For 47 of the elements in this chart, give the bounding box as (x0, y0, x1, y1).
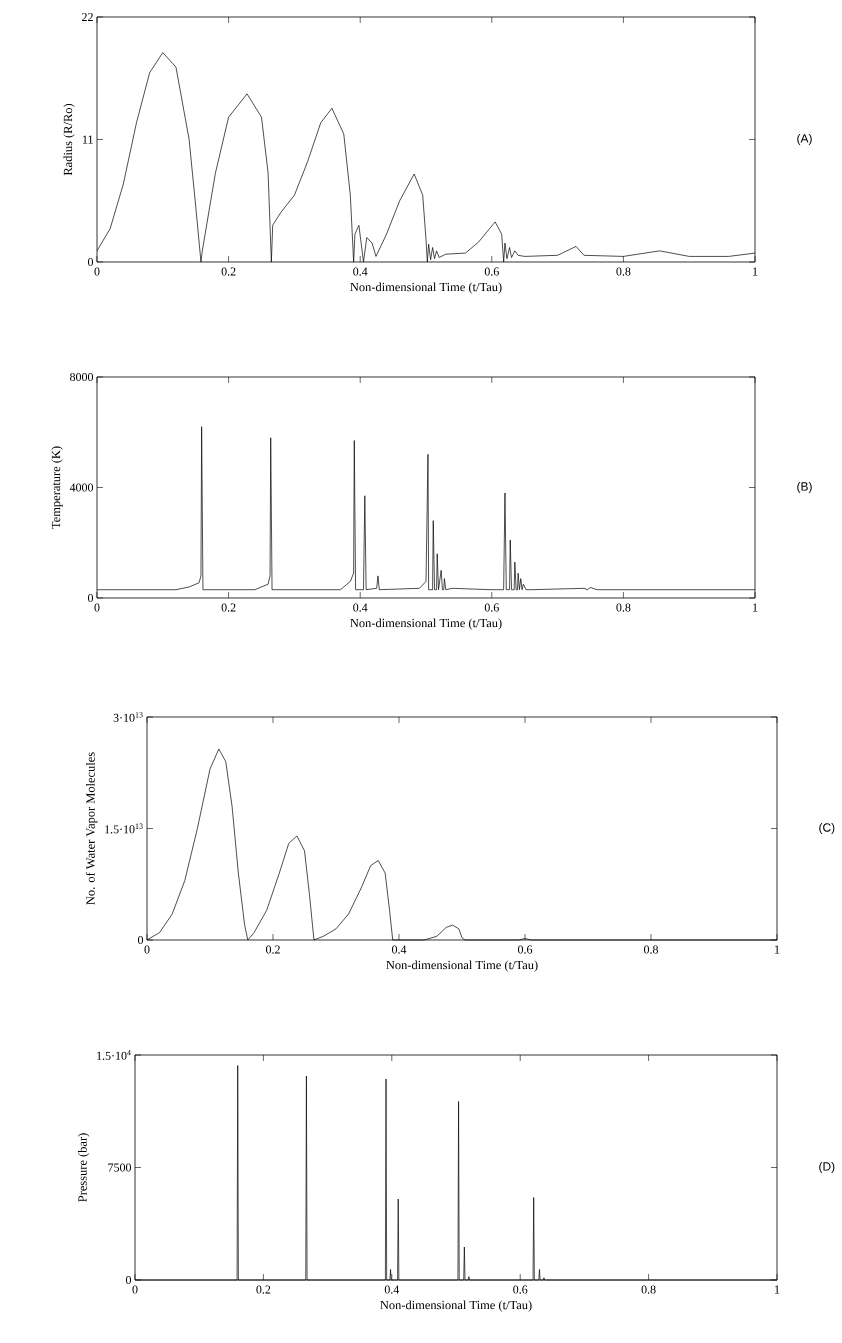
y-tick-label: 11 (83, 135, 93, 144)
x-tick-label: 1 (753, 267, 758, 276)
y-axis-title: Temperature (K) (51, 446, 63, 529)
y-axis-title: Pressure (bar) (77, 1133, 90, 1202)
y-axis-title: Radius (R/Ro) (63, 103, 75, 176)
x-tick-label: 0.6 (517, 945, 533, 954)
y-tick-label: 0 (87, 257, 94, 267)
x-tick-label: 0.4 (353, 267, 368, 276)
x-axis-title: Non-dimensional Time (t/Tau) (386, 960, 538, 972)
x-tick-label: 0 (94, 603, 100, 612)
x-tick-label: 0.4 (384, 1285, 400, 1294)
x-tick-label: 1 (775, 945, 780, 954)
x-tick-label: 0.6 (484, 603, 499, 612)
x-axis-title: Non-dimensional Time (t/Tau) (380, 1300, 532, 1312)
x-tick-label: 0.8 (616, 267, 631, 276)
x-axis-title: Non-dimensional Time (t/Tau) (350, 282, 502, 294)
x-tick-label: 0.2 (221, 603, 236, 612)
x-tick-label: 0.2 (221, 267, 236, 276)
x-tick-label: 0 (94, 267, 100, 276)
text: (A) (797, 133, 812, 146)
text: (D) (819, 1161, 835, 1174)
y-tick-label: 0 (137, 935, 144, 945)
x-tick-label: 0.2 (265, 945, 280, 954)
y-tick-label: 3·10$^{13}$ (113, 712, 143, 722)
y-tick-label: 4000 (69, 483, 94, 492)
y-tick-label: 7500 (108, 1163, 132, 1172)
x-tick-label: 0.2 (256, 1285, 271, 1294)
y-tick-label: 8000 (70, 372, 94, 382)
x-tick-label: 0 (144, 945, 150, 954)
y-tick-label: 0 (125, 1275, 132, 1285)
x-tick-label: 0.4 (391, 945, 407, 954)
text: (C) (819, 822, 835, 835)
y-tick-label: 1.5·10$^{4}$ (97, 1050, 131, 1060)
text: (B) (797, 481, 812, 494)
y-axis-title: No. of Water Vapor Molecules (85, 752, 98, 905)
x-axis-title: Non-dimensional Time (t/Tau) (350, 618, 502, 630)
x-tick-label: 0.8 (616, 603, 631, 612)
x-tick-label: 0.6 (513, 1285, 528, 1294)
y-tick-label: 22 (82, 13, 93, 21)
x-tick-label: 0.4 (353, 603, 368, 612)
y-tick-label: 1.5·10$^{13}$ (105, 823, 143, 834)
x-tick-label: 1 (775, 1285, 780, 1294)
x-tick-label: 1 (753, 603, 758, 612)
x-tick-label: 0.6 (484, 267, 499, 276)
x-tick-label: 0.8 (641, 1285, 656, 1294)
y-tick-label: 0 (87, 593, 94, 603)
x-tick-label: 0.8 (643, 945, 659, 954)
